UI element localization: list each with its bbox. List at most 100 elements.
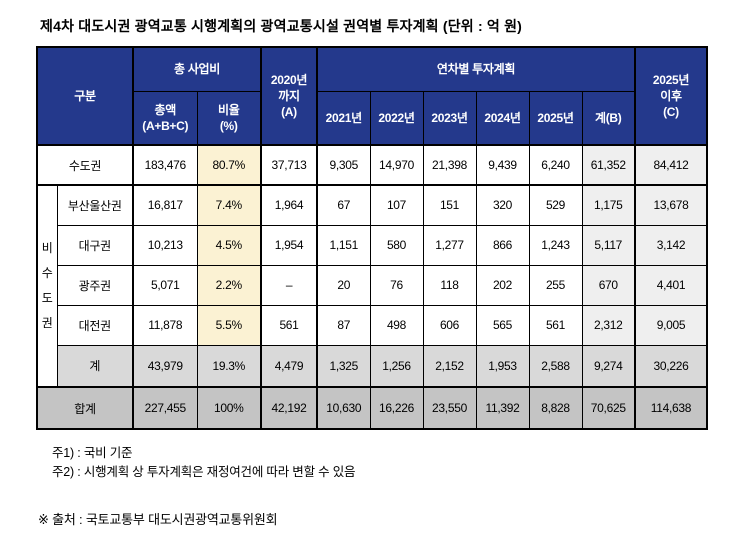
header-row-2: 총액 (A+B+C) 비율 (%) 2021년 2022년 2023년 2024… — [37, 90, 707, 146]
header-year-2023: 2023년 — [422, 90, 477, 146]
header-year-2025: 2025년 — [528, 90, 583, 146]
table-cell: 9,439 — [475, 144, 530, 186]
table-cell: 20 — [316, 264, 371, 306]
row-label: 광주권 — [56, 264, 134, 306]
table-row-grand-total: 합계 227,455 100% 42,192 10,630 16,226 23,… — [36, 386, 708, 430]
table-row-daegu: 대구권 10,213 4.5% 1,954 1,151 580 1,277 86… — [37, 224, 708, 266]
table-cell: 2.2% — [196, 264, 262, 306]
table-row-gwangju: 광주권 5,071 2.2% – 20 76 118 202 255 670 4… — [37, 264, 708, 306]
table-cell: 19.3% — [196, 344, 262, 388]
table-cell: 1,964 — [260, 184, 318, 226]
table-cell: 11,878 — [132, 304, 198, 346]
table-cell: 67 — [316, 184, 371, 226]
row-label: 부산울산권 — [56, 184, 134, 226]
table-cell: 183,476 — [132, 144, 198, 186]
table-header: 구분 총 사업비 2020년 까지 (A) 연차별 투자계획 2025년 이후 … — [36, 46, 708, 146]
header-gubun: 구분 — [36, 46, 134, 146]
table-cell: 16,226 — [369, 386, 424, 430]
header-until-2020: 2020년 까지 (A) — [260, 46, 318, 146]
header-year-2022: 2022년 — [369, 90, 424, 146]
table-cell: 2,588 — [528, 344, 583, 388]
table-cell: – — [260, 264, 318, 306]
table-cell: 118 — [422, 264, 477, 306]
table-cell: 21,398 — [422, 144, 477, 186]
table-cell: 2,152 — [422, 344, 477, 388]
table-cell: 70,625 — [581, 386, 636, 430]
table-cell: 255 — [528, 264, 583, 306]
table-cell: 76 — [369, 264, 424, 306]
header-sum-b: 계(B) — [581, 90, 636, 146]
header-year-2021: 2021년 — [316, 90, 371, 146]
table-cell: 37,713 — [260, 144, 318, 186]
table-cell: 606 — [422, 304, 477, 346]
table-cell: 9,274 — [581, 344, 636, 388]
table-cell: 202 — [475, 264, 530, 306]
table-cell: 9,305 — [316, 144, 371, 186]
table-cell: 561 — [260, 304, 318, 346]
table-cell: 13,678 — [634, 184, 708, 226]
document-page: 제4차 대도시권 광역교통 시행계획의 광역교통시설 권역별 투자계획 (단위 … — [36, 18, 730, 527]
table-cell: 1,175 — [581, 184, 636, 226]
table-cell: 11,392 — [475, 386, 530, 430]
table-cell: 61,352 — [581, 144, 636, 186]
header-after-2025: 2025년 이후 (C) — [634, 46, 708, 146]
footnotes: 주1) : 국비 기준 주2) : 시행계획 상 투자계획은 재정여건에 따라 … — [52, 444, 730, 483]
table-cell: 7.4% — [196, 184, 262, 226]
table-cell: 114,638 — [634, 386, 708, 430]
table-cell: 866 — [475, 224, 530, 266]
table-cell: 5.5% — [196, 304, 262, 346]
group-label-text: 비수도권 — [41, 240, 53, 331]
table-cell: 5,071 — [132, 264, 198, 306]
table-cell: 320 — [475, 184, 530, 226]
table-cell: 23,550 — [422, 386, 477, 430]
table-cell: 151 — [422, 184, 477, 226]
table-cell: 80.7% — [196, 144, 262, 186]
table-cell: 9,005 — [634, 304, 708, 346]
table-cell: 8,828 — [528, 386, 583, 430]
table-cell: 4.5% — [196, 224, 262, 266]
footnote-2: 주2) : 시행계획 상 투자계획은 재정여건에 따라 변할 수 있음 — [52, 465, 356, 480]
table-cell: 498 — [369, 304, 424, 346]
table-cell: 1,277 — [422, 224, 477, 266]
row-label: 수도권 — [36, 144, 134, 186]
table-body: 수도권 183,476 80.7% 37,713 9,305 14,970 21… — [36, 144, 708, 430]
header-year-2024: 2024년 — [475, 90, 530, 146]
table-cell: 1,256 — [369, 344, 424, 388]
table-cell: 100% — [196, 386, 262, 430]
row-label: 대전권 — [56, 304, 134, 346]
source-note: ※ 출처 : 국토교통부 대도시권광역교통위원회 — [38, 511, 278, 527]
table-row-subtotal: 계 43,979 19.3% 4,479 1,325 1,256 2,152 1… — [37, 344, 708, 388]
table-cell: 1,151 — [316, 224, 371, 266]
table-cell: 529 — [528, 184, 583, 226]
table-cell: 84,412 — [634, 144, 708, 186]
investment-plan-table: 구분 총 사업비 2020년 까지 (A) 연차별 투자계획 2025년 이후 … — [36, 46, 708, 430]
header-total-cost-group: 총 사업비 — [132, 46, 262, 92]
table-cell: 43,979 — [132, 344, 198, 388]
page-title: 제4차 대도시권 광역교통 시행계획의 광역교통시설 권역별 투자계획 (단위 … — [40, 18, 523, 34]
header-ratio: 비율 (%) — [196, 90, 262, 146]
table-cell: 16,817 — [132, 184, 198, 226]
table-cell: 670 — [581, 264, 636, 306]
table-cell: 6,240 — [528, 144, 583, 186]
table-row-sudogwon: 수도권 183,476 80.7% 37,713 9,305 14,970 21… — [36, 144, 708, 186]
table-cell: 2,312 — [581, 304, 636, 346]
table-cell: 14,970 — [369, 144, 424, 186]
table-cell: 1,243 — [528, 224, 583, 266]
row-label: 계 — [56, 344, 134, 388]
table-cell: 3,142 — [634, 224, 708, 266]
table-cell: 107 — [369, 184, 424, 226]
table-cell: 1,953 — [475, 344, 530, 388]
header-total-amount: 총액 (A+B+C) — [132, 90, 198, 146]
table-cell: 1,954 — [260, 224, 318, 266]
header-row-1: 구분 총 사업비 2020년 까지 (A) 연차별 투자계획 2025년 이후 … — [36, 46, 708, 146]
group-label-non-capital: 비수도권 — [36, 184, 58, 388]
row-label: 대구권 — [56, 224, 134, 266]
table-cell: 580 — [369, 224, 424, 266]
table-cell: 30,226 — [634, 344, 708, 388]
table-cell: 10,630 — [316, 386, 371, 430]
table-cell: 4,401 — [634, 264, 708, 306]
table-cell: 5,117 — [581, 224, 636, 266]
header-yearly-plan-group: 연차별 투자계획 — [316, 46, 636, 92]
table-row-busan-ulsan: 비수도권 부산울산권 16,817 7.4% 1,964 67 107 151 … — [36, 184, 708, 388]
table-cell: 4,479 — [260, 344, 318, 388]
